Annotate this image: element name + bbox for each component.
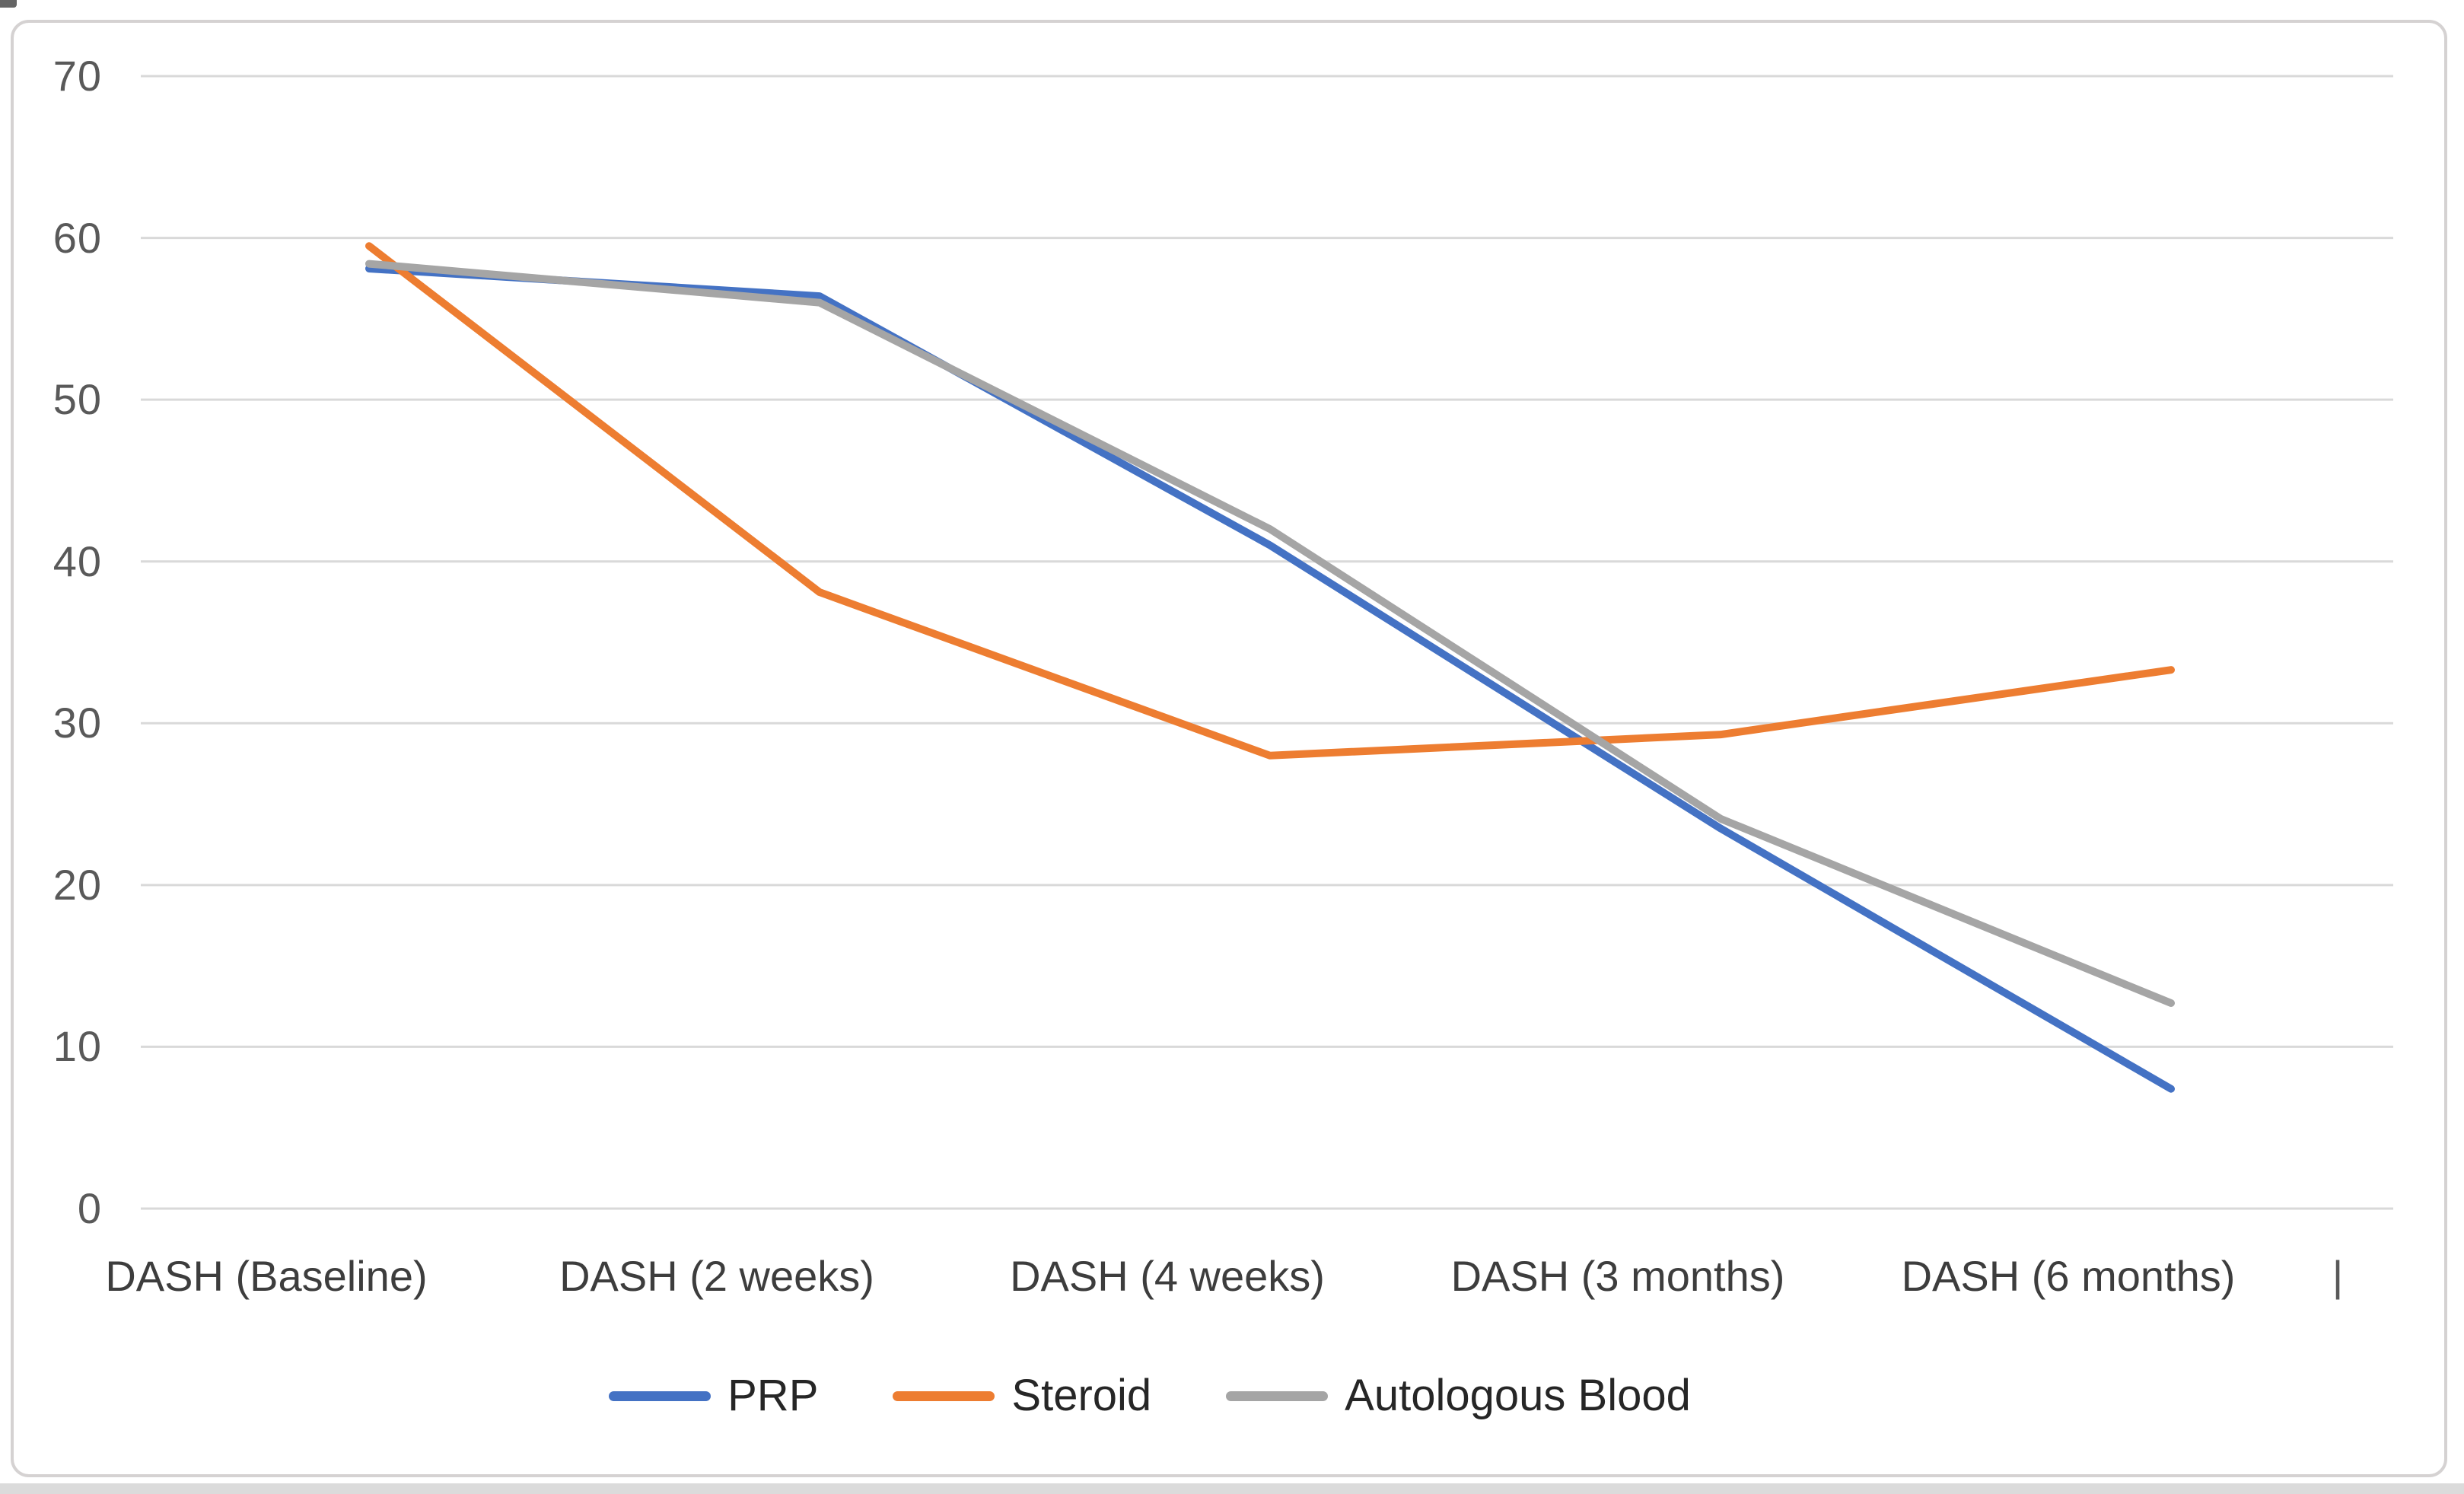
y-tick-label-10: 10 <box>53 1022 102 1071</box>
legend-item-steroid: Steroid <box>893 1371 1151 1420</box>
x-category-label-1: DASH (Baseline) <box>105 1252 428 1300</box>
y-tick-label-20: 20 <box>53 860 102 909</box>
x-axis-extra-tick: | <box>2332 1252 2344 1300</box>
series-line-steroid <box>365 242 2175 760</box>
y-tick-label-30: 30 <box>53 699 102 747</box>
chart-border <box>11 20 2447 1477</box>
legend-label-steroid: Steroid <box>1011 1371 1152 1420</box>
legend-item-autologous-blood: Autologous Blood <box>1226 1371 1691 1420</box>
x-category-label-2: DASH (2 weeks) <box>559 1252 874 1300</box>
y-tick-label-70: 70 <box>53 52 102 100</box>
legend-item-prp: PRP <box>609 1371 818 1420</box>
y-tick-label-40: 40 <box>53 537 102 585</box>
legend-swatch-prp <box>609 1390 712 1401</box>
legend-label-prp: PRP <box>727 1371 819 1420</box>
x-category-label-3: DASH (4 weeks) <box>1010 1252 1325 1300</box>
bottom-edge-strip <box>0 1483 2464 1494</box>
chart-legend: PRP Steroid Autologous Blood <box>0 1371 2382 1420</box>
series-line-autologous-blood <box>365 260 2175 1008</box>
legend-swatch-steroid <box>893 1390 995 1401</box>
x-category-label-5: DASH (6 months) <box>1901 1252 2236 1300</box>
y-tick-label-0: 0 <box>77 1184 102 1232</box>
x-category-label-4: DASH (3 months) <box>1450 1252 1785 1300</box>
legend-label-autologous-blood: Autologous Blood <box>1345 1371 1691 1420</box>
y-tick-label-50: 50 <box>53 375 102 424</box>
y-tick-label-60: 60 <box>53 213 102 262</box>
series-line-prp <box>365 264 2175 1093</box>
legend-swatch-autologous-blood <box>1226 1390 1329 1401</box>
screenshot-corner-artifact <box>0 0 17 8</box>
